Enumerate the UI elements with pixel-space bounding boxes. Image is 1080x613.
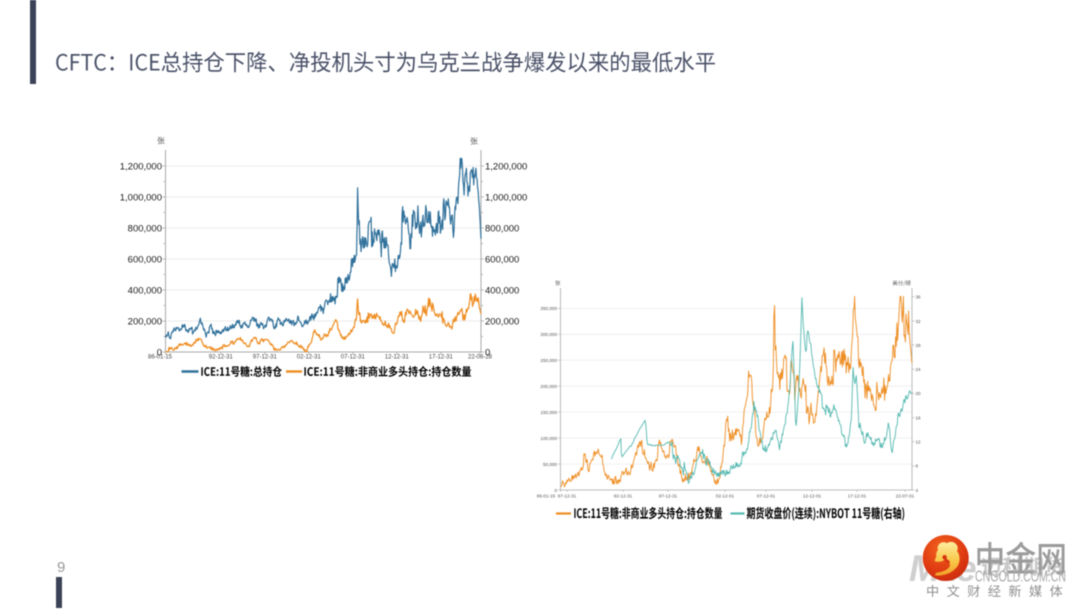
svg-text:22-06-28: 22-06-28 xyxy=(468,355,493,361)
svg-text:9: 9 xyxy=(57,559,65,576)
svg-text:86-01-15: 86-01-15 xyxy=(537,494,556,499)
svg-text:0: 0 xyxy=(157,348,162,359)
svg-text:200,000: 200,000 xyxy=(485,317,519,328)
svg-text:02-12-01: 02-12-01 xyxy=(716,494,735,499)
svg-text:0: 0 xyxy=(485,348,490,359)
svg-text:02-12-31: 02-12-31 xyxy=(297,355,322,361)
svg-text:1,200,000: 1,200,000 xyxy=(120,162,162,173)
svg-text:20: 20 xyxy=(916,391,922,396)
svg-text:300,000: 300,000 xyxy=(540,332,557,337)
svg-text:12-12-01: 12-12-01 xyxy=(803,494,822,499)
svg-text:600,000: 600,000 xyxy=(485,255,519,266)
svg-text:0: 0 xyxy=(554,488,557,493)
svg-text:87-12-31: 87-12-31 xyxy=(558,494,577,499)
svg-text:92-12-31: 92-12-31 xyxy=(209,355,234,361)
svg-text:17-12-01: 17-12-01 xyxy=(848,494,867,499)
svg-text:24: 24 xyxy=(916,367,922,372)
svg-text:28: 28 xyxy=(916,343,922,348)
svg-text:800,000: 800,000 xyxy=(485,224,519,235)
svg-text:07-12-31: 07-12-31 xyxy=(341,355,366,361)
svg-text:800,000: 800,000 xyxy=(128,224,162,235)
svg-text:97-12-31: 97-12-31 xyxy=(659,494,678,499)
svg-text:350,000: 350,000 xyxy=(540,306,557,311)
svg-text:1,200,000: 1,200,000 xyxy=(485,162,527,173)
svg-text:1,000,000: 1,000,000 xyxy=(485,193,527,204)
svg-text:CNGOLD.COM.CN: CNGOLD.COM.CN xyxy=(975,569,1066,586)
svg-text:12-12-31: 12-12-31 xyxy=(385,355,410,361)
svg-text:250,000: 250,000 xyxy=(540,358,557,363)
svg-text:1,000,000: 1,000,000 xyxy=(120,193,162,204)
svg-text:22-07-01: 22-07-01 xyxy=(896,494,915,499)
svg-text:32: 32 xyxy=(916,319,922,324)
svg-text:17-12-31: 17-12-31 xyxy=(429,355,454,361)
svg-text:4: 4 xyxy=(916,488,919,493)
svg-text:16: 16 xyxy=(916,415,922,420)
svg-text:600,000: 600,000 xyxy=(128,255,162,266)
svg-text:100,000: 100,000 xyxy=(540,436,557,441)
svg-text:8: 8 xyxy=(916,464,919,469)
svg-text:92-12-31: 92-12-31 xyxy=(614,494,633,499)
svg-text:150,000: 150,000 xyxy=(540,410,557,415)
svg-text:97-12-31: 97-12-31 xyxy=(253,355,278,361)
svg-text:200,000: 200,000 xyxy=(128,317,162,328)
svg-text:86-01-15: 86-01-15 xyxy=(148,355,173,361)
svg-text:400,000: 400,000 xyxy=(485,286,519,297)
svg-text:36: 36 xyxy=(916,295,922,300)
svg-text:50,000: 50,000 xyxy=(543,462,557,467)
svg-text:12: 12 xyxy=(916,440,922,445)
svg-text:200,000: 200,000 xyxy=(540,384,557,389)
svg-text:400,000: 400,000 xyxy=(128,286,162,297)
svg-text:07-12-01: 07-12-01 xyxy=(757,494,776,499)
